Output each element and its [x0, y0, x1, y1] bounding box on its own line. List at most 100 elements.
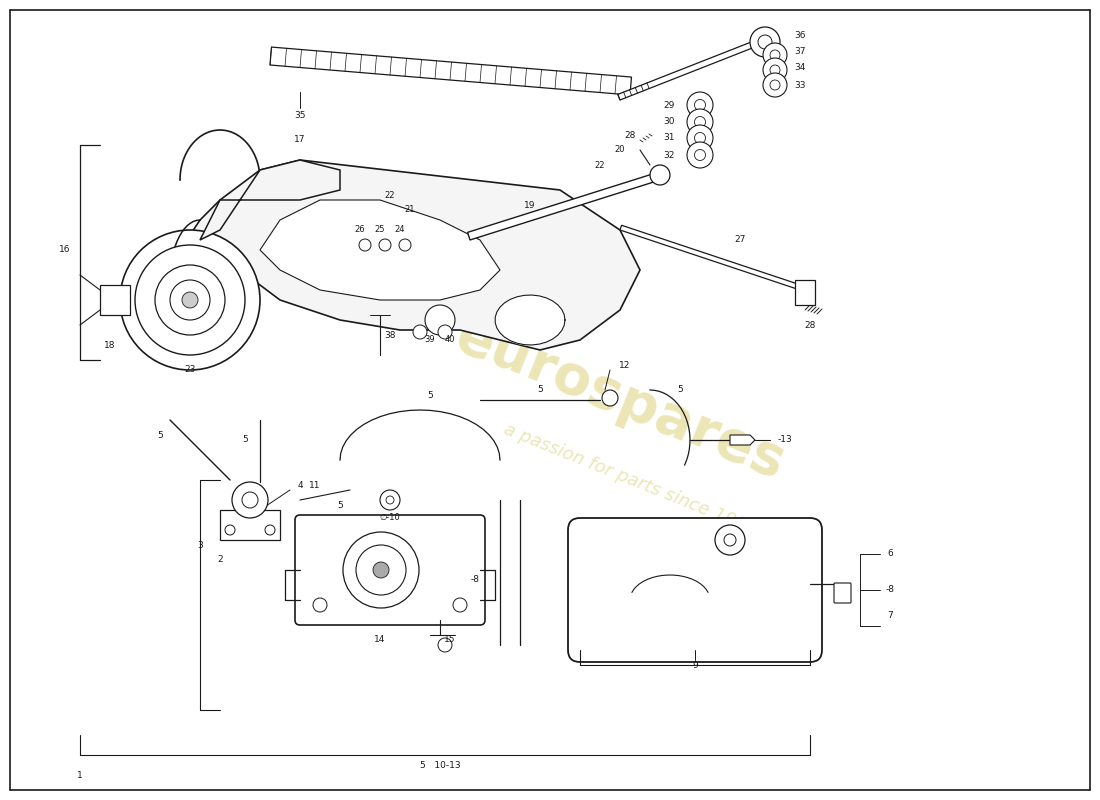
- Circle shape: [688, 92, 713, 118]
- Circle shape: [763, 43, 786, 67]
- Text: 19: 19: [525, 201, 536, 210]
- Circle shape: [135, 245, 245, 355]
- Circle shape: [232, 482, 268, 518]
- Text: 23: 23: [185, 366, 196, 374]
- Circle shape: [715, 525, 745, 555]
- Text: 5: 5: [537, 386, 543, 394]
- Text: a passion for parts since 1985: a passion for parts since 1985: [500, 421, 759, 539]
- Text: 12: 12: [619, 361, 630, 370]
- Polygon shape: [620, 226, 802, 290]
- Text: 26: 26: [354, 226, 365, 234]
- Circle shape: [386, 496, 394, 504]
- Circle shape: [438, 638, 452, 652]
- Circle shape: [688, 142, 713, 168]
- Polygon shape: [200, 160, 340, 240]
- FancyBboxPatch shape: [834, 583, 851, 603]
- Text: 5: 5: [157, 430, 163, 439]
- Text: 33: 33: [794, 81, 805, 90]
- Circle shape: [694, 150, 705, 161]
- Text: 27: 27: [735, 235, 746, 245]
- Text: 16: 16: [58, 246, 70, 254]
- Text: 3: 3: [197, 541, 202, 550]
- Circle shape: [770, 80, 780, 90]
- Circle shape: [650, 165, 670, 185]
- Text: 28: 28: [804, 321, 816, 330]
- Circle shape: [265, 525, 275, 535]
- Circle shape: [425, 305, 455, 335]
- Circle shape: [242, 492, 258, 508]
- Circle shape: [379, 490, 400, 510]
- Circle shape: [750, 27, 780, 57]
- Circle shape: [182, 292, 198, 308]
- FancyBboxPatch shape: [795, 280, 815, 305]
- Circle shape: [359, 239, 371, 251]
- Text: 37: 37: [794, 47, 805, 57]
- Text: 11: 11: [309, 481, 321, 490]
- Circle shape: [170, 280, 210, 320]
- Polygon shape: [468, 172, 660, 240]
- Polygon shape: [260, 200, 500, 300]
- Text: 22: 22: [385, 190, 395, 199]
- Circle shape: [724, 534, 736, 546]
- Text: 21: 21: [405, 206, 416, 214]
- Text: 5: 5: [242, 435, 248, 445]
- Text: 18: 18: [104, 341, 116, 350]
- Circle shape: [763, 73, 786, 97]
- Text: 39: 39: [425, 335, 436, 345]
- Circle shape: [343, 532, 419, 608]
- Circle shape: [758, 35, 772, 49]
- Text: 5   10-13: 5 10-13: [420, 761, 460, 770]
- Text: eurospares: eurospares: [448, 310, 793, 490]
- Circle shape: [688, 125, 713, 151]
- Text: 1: 1: [77, 770, 82, 779]
- Text: 38: 38: [384, 330, 396, 339]
- Text: 9: 9: [692, 661, 697, 670]
- Text: 5: 5: [427, 390, 433, 399]
- Text: 4: 4: [297, 481, 302, 490]
- Circle shape: [694, 117, 705, 127]
- Circle shape: [373, 562, 389, 578]
- Circle shape: [453, 598, 468, 612]
- Circle shape: [694, 133, 705, 143]
- Text: 32: 32: [663, 150, 675, 159]
- Text: 24: 24: [395, 226, 405, 234]
- Text: 2: 2: [217, 555, 223, 565]
- Text: 7: 7: [887, 611, 893, 621]
- Text: 6: 6: [887, 550, 893, 558]
- Circle shape: [688, 109, 713, 135]
- Circle shape: [694, 99, 705, 110]
- Circle shape: [314, 598, 327, 612]
- Circle shape: [379, 239, 390, 251]
- Text: 40: 40: [444, 335, 455, 345]
- Text: 36: 36: [794, 30, 805, 39]
- Polygon shape: [100, 285, 130, 315]
- Circle shape: [155, 265, 226, 335]
- Polygon shape: [180, 160, 640, 350]
- Text: 20: 20: [615, 146, 625, 154]
- Text: 25: 25: [375, 226, 385, 234]
- Circle shape: [438, 325, 452, 339]
- Text: 29: 29: [663, 101, 675, 110]
- Text: 22: 22: [595, 161, 605, 170]
- Polygon shape: [618, 39, 760, 100]
- Circle shape: [226, 525, 235, 535]
- Text: 30: 30: [663, 118, 675, 126]
- Text: 14: 14: [374, 635, 386, 645]
- Circle shape: [412, 325, 427, 339]
- Circle shape: [763, 58, 786, 82]
- Polygon shape: [730, 435, 755, 445]
- Circle shape: [770, 65, 780, 75]
- Text: 17: 17: [295, 135, 306, 145]
- FancyBboxPatch shape: [295, 515, 485, 625]
- Text: -8: -8: [886, 586, 894, 594]
- Text: 5: 5: [337, 501, 343, 510]
- Text: 28: 28: [625, 130, 636, 139]
- Circle shape: [602, 390, 618, 406]
- Text: 5: 5: [678, 386, 683, 394]
- Polygon shape: [270, 47, 631, 95]
- Text: 31: 31: [663, 134, 675, 142]
- Circle shape: [770, 50, 780, 60]
- Circle shape: [399, 239, 411, 251]
- Text: 34: 34: [794, 63, 805, 73]
- Polygon shape: [495, 295, 565, 345]
